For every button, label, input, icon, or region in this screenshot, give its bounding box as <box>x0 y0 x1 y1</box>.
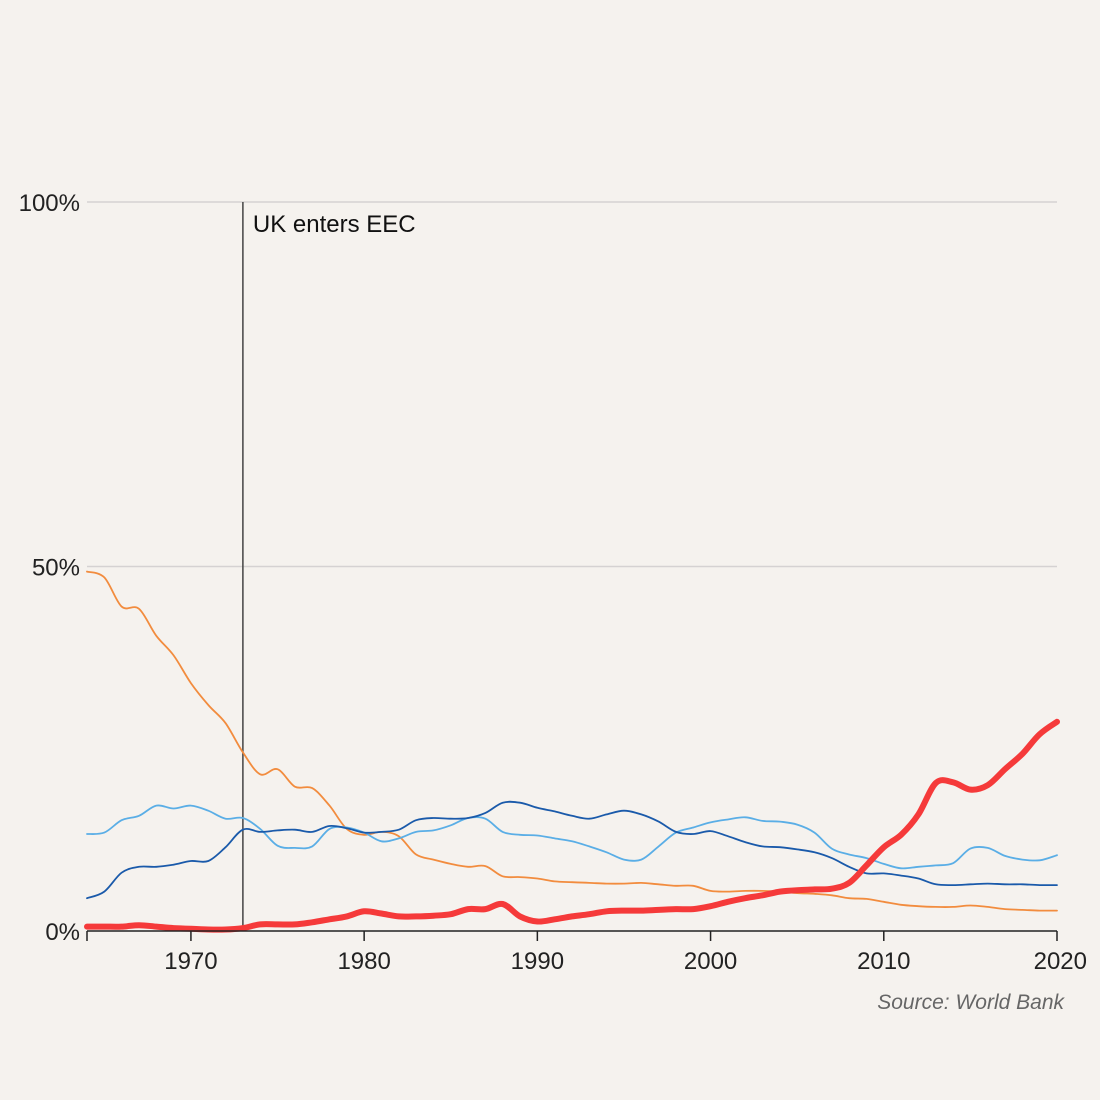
y-tick-label: 100% <box>19 190 80 217</box>
x-axis: 1970 1980 1990 2000 2010 2020 <box>86 930 1087 975</box>
y-tick-label: 0% <box>45 919 80 946</box>
source-note: Source: World Bank <box>877 991 1065 1014</box>
series-line-2 <box>86 804 1058 870</box>
gridlines <box>87 201 1057 568</box>
series-line-3 <box>86 800 1058 900</box>
x-tick-label: 1990 <box>511 948 564 975</box>
y-axis-ticks: 0% 50% 100% <box>19 190 80 946</box>
x-tick-label: 2020 <box>1034 948 1087 975</box>
annotation-label: UK enters EEC <box>253 211 416 238</box>
x-tick-label: 1980 <box>337 948 390 975</box>
x-tick-label: 2000 <box>684 948 737 975</box>
series-line-1 <box>86 570 1058 912</box>
series-line-4 <box>84 718 1060 933</box>
y-tick-label: 50% <box>32 555 80 582</box>
x-tick-label: 2010 <box>857 948 910 975</box>
x-tick-label: 1970 <box>164 948 217 975</box>
annotations: UK enters EEC <box>242 202 416 931</box>
series-lines <box>84 570 1060 933</box>
